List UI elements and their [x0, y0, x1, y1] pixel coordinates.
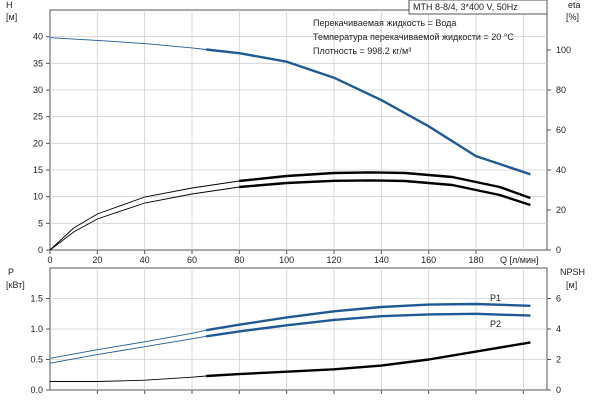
x-tick-label: 20 [92, 255, 102, 265]
y-right-tick-label: 60 [556, 125, 566, 135]
power-npsh-panel: 0.0 0.5 1.0 1.5 0 2 4 6 P [кВт] NPSH [м] P1 P2 [6, 267, 585, 395]
x-tick-label: 140 [374, 255, 389, 265]
x-tick-label: 180 [468, 255, 483, 265]
y-tick-label: 30 [33, 85, 43, 95]
pump-label-box [408, 0, 548, 15]
npsh-axis-label: NPSH [560, 267, 585, 277]
y-right-tick-label: 0 [556, 245, 561, 255]
x-tick-label: 160 [421, 255, 436, 265]
y-tick-label: 1.5 [30, 294, 43, 304]
p1-curve [206, 302, 531, 332]
x-tick-label: 0 [47, 255, 52, 265]
flow-axis-label: Q [л/мин] [500, 255, 538, 265]
y-tick-label: 15 [33, 165, 43, 175]
pump-label: MTH 8-8/4, 3*400 V, 50Hz [413, 2, 518, 12]
y-right-tick-label: 80 [556, 85, 566, 95]
y-tick-label: 20 [33, 138, 43, 148]
head-axis-unit: [м] [6, 12, 17, 22]
y-tick-label: 0.0 [30, 385, 43, 395]
y-right-tick-label: 40 [556, 165, 566, 175]
y-tick-label: 0.5 [30, 355, 43, 365]
p1-series-label: P1 [490, 293, 501, 303]
y-tick-label: 10 [33, 192, 43, 202]
y-right-tick-label: 0 [556, 385, 561, 395]
x-tick-label: 120 [326, 255, 341, 265]
x-tick-label: 80 [234, 255, 244, 265]
npsh-axis-unit: [м] [566, 280, 577, 290]
eta-lower-curve [239, 179, 531, 207]
y-right-tick-label: 2 [556, 355, 561, 365]
head-axis-label: H [6, 0, 13, 10]
power-axis-unit: [кВт] [6, 280, 25, 290]
top-curves [49, 37, 531, 251]
head-efficiency-panel: 0 5 10 15 20 25 30 35 40 0 20 40 60 80 100 0 20 40 60 80 100… [6, 0, 581, 265]
eta-axis-label: eta [568, 0, 581, 10]
x-tick-label: 60 [187, 255, 197, 265]
y-tick-label: 40 [33, 32, 43, 42]
power-axis-label: P [8, 267, 14, 277]
top-grid [50, 10, 547, 250]
npsh-curve [206, 341, 531, 378]
bottom-curves [49, 302, 531, 382]
y-tick-label: 0 [38, 245, 43, 255]
p2-series-label: P2 [490, 319, 501, 329]
top-tick-labels: 0 5 10 15 20 25 30 35 40 0 20 40 60 80 100 0 20 40 60 80 100… [33, 32, 571, 265]
fluid-annotation: Перекачиваемая жидкость = Вода [313, 18, 456, 28]
y-right-tick-label: 6 [556, 294, 561, 304]
y-right-tick-label: 4 [556, 324, 561, 334]
y-tick-label: 5 [38, 218, 43, 228]
x-tick-label: 40 [140, 255, 150, 265]
y-tick-label: 1.0 [30, 324, 43, 334]
x-tick-label: 100 [279, 255, 294, 265]
eta-upper-curve [239, 171, 531, 200]
y-right-tick-label: 100 [556, 45, 571, 55]
temperature-annotation: Температура перекачиваемой жидкости = 20… [313, 32, 514, 42]
top-plot-frame [49, 9, 548, 251]
density-annotation: Плотность = 998.2 кг/м³ [313, 46, 411, 56]
bottom-tick-labels: 0.0 0.5 1.0 1.5 0 2 4 6 [30, 294, 561, 396]
p2-curve [206, 312, 531, 338]
y-tick-label: 35 [33, 58, 43, 68]
y-tick-label: 25 [33, 112, 43, 122]
h-curve [206, 48, 531, 176]
y-right-tick-label: 20 [556, 205, 566, 215]
eta-axis-unit: [%] [566, 12, 579, 22]
